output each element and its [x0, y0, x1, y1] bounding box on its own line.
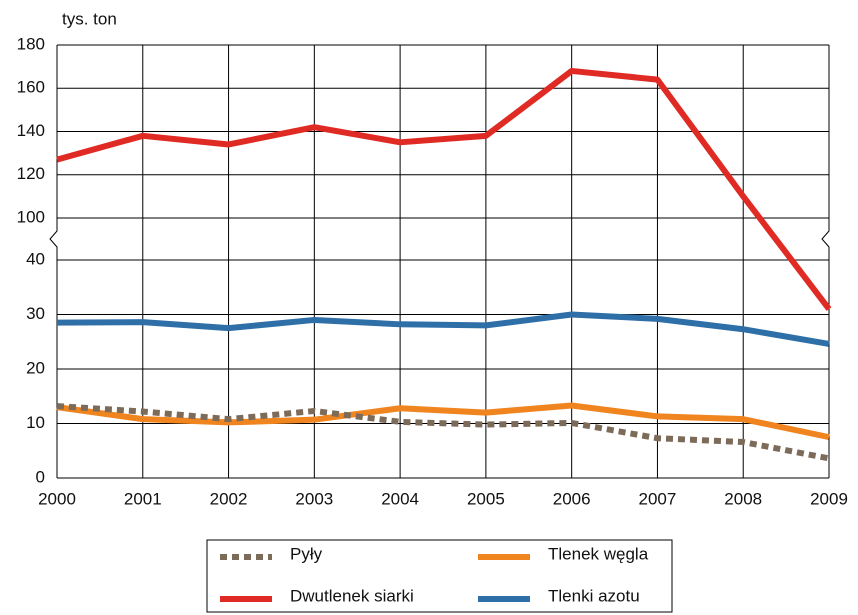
- y-tick-label: 140: [17, 121, 45, 140]
- y-tick-label: 40: [26, 249, 45, 268]
- y-axis-label: tys. ton: [62, 9, 117, 28]
- x-tick-label: 2006: [553, 489, 591, 508]
- legend-label: Pyły: [290, 544, 323, 563]
- x-tick-label: 2008: [724, 489, 762, 508]
- y-tick-label: 30: [26, 304, 45, 323]
- series-line: [56, 402, 830, 441]
- x-tick-label: 2000: [38, 489, 76, 508]
- series-line: [56, 311, 830, 347]
- series-line: [56, 403, 830, 462]
- y-tick-label: 120: [17, 164, 45, 183]
- y-tick-label: 160: [17, 78, 45, 97]
- x-tick-label: 2009: [810, 489, 848, 508]
- x-tick-label: 2005: [467, 489, 505, 508]
- y-tick-label: 100: [17, 207, 45, 226]
- axis-break-gap: [821, 222, 837, 256]
- y-tick-label: 180: [17, 34, 45, 53]
- legend-box: [206, 539, 673, 613]
- x-tick-label: 2007: [639, 489, 677, 508]
- y-tick-label: 20: [26, 358, 45, 377]
- y-tick-label: 10: [26, 413, 45, 432]
- legend-label: Tlenki azotu: [548, 586, 640, 605]
- x-tick-label: 2001: [124, 489, 162, 508]
- legend-label: Dwutlenek siarki: [290, 586, 414, 605]
- x-tick-label: 2002: [210, 489, 248, 508]
- legend-label: Tlenek węgla: [548, 544, 649, 563]
- axis-break: [821, 222, 830, 256]
- x-tick-label: 2004: [381, 489, 419, 508]
- axis-break: [49, 222, 58, 256]
- series-line: [56, 67, 832, 311]
- y-tick-label: 0: [36, 467, 45, 486]
- x-tick-label: 2003: [295, 489, 333, 508]
- axis-break-gap: [49, 222, 65, 256]
